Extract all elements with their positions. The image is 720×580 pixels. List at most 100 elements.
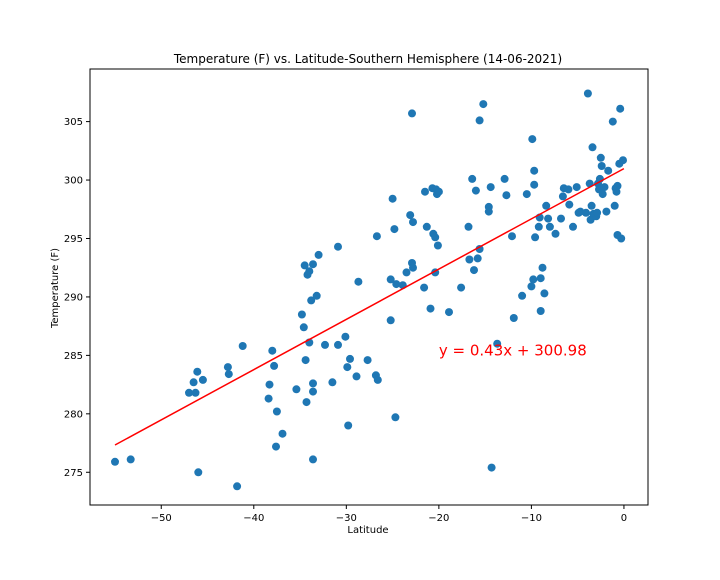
data-point <box>363 356 372 365</box>
data-point <box>582 208 590 217</box>
y-axis-label: Temperature (F) <box>50 248 61 329</box>
y-tick-label: 280 <box>64 409 83 420</box>
x-tick-label: −40 <box>243 513 264 524</box>
data-point <box>434 187 443 196</box>
data-point <box>301 356 310 365</box>
data-point <box>309 387 317 396</box>
data-point <box>597 162 606 170</box>
data-point <box>300 261 309 270</box>
data-point <box>352 372 361 381</box>
data-point <box>473 254 482 263</box>
data-point <box>583 89 592 98</box>
data-point <box>527 282 536 291</box>
data-point <box>558 192 567 201</box>
data-point <box>343 363 352 372</box>
data-point <box>486 183 495 192</box>
data-point <box>233 482 242 491</box>
data-point <box>445 308 453 317</box>
data-point <box>610 201 619 210</box>
data-point <box>185 388 193 397</box>
data-point <box>465 255 474 264</box>
data-point <box>431 233 440 242</box>
data-point <box>314 250 323 259</box>
data-point <box>390 225 399 234</box>
data-point <box>270 361 279 370</box>
chart-title: Temperature (F) vs. Latitude-Southern He… <box>173 52 562 66</box>
data-point <box>596 153 605 162</box>
data-point <box>617 234 626 243</box>
data-point <box>588 143 597 152</box>
x-tick-label: −50 <box>151 513 172 524</box>
x-tick-label: 0 <box>621 513 627 524</box>
data-point <box>272 407 281 416</box>
data-point <box>238 342 247 350</box>
data-point <box>391 413 400 422</box>
data-point <box>409 263 417 272</box>
data-point <box>302 398 311 407</box>
data-point <box>508 232 516 241</box>
data-point <box>386 316 395 325</box>
data-point <box>224 370 233 379</box>
data-point <box>191 388 200 397</box>
y-tick-label: 290 <box>64 292 83 303</box>
data-point <box>126 455 135 464</box>
data-point <box>422 222 431 231</box>
data-point <box>268 346 277 355</box>
regression-line <box>114 167 625 446</box>
data-point <box>557 214 565 223</box>
data-point <box>464 222 473 231</box>
data-point <box>600 183 609 192</box>
data-point <box>334 242 342 251</box>
data-point <box>272 442 280 451</box>
data-point <box>538 263 547 272</box>
data-point <box>528 135 537 144</box>
data-point <box>402 268 411 277</box>
data-point <box>334 340 342 349</box>
data-point <box>305 267 314 276</box>
data-point <box>500 174 509 183</box>
data-point <box>354 277 363 286</box>
y-tick-label: 275 <box>64 468 83 479</box>
data-point <box>564 185 573 194</box>
data-point <box>475 245 484 253</box>
data-point <box>509 314 518 322</box>
x-tick-label: −20 <box>428 513 449 524</box>
data-point <box>198 375 207 384</box>
data-point <box>299 323 308 332</box>
x-axis-label: Latitude <box>347 525 388 536</box>
data-point <box>608 117 617 126</box>
data-point <box>223 363 232 372</box>
data-point <box>536 274 545 283</box>
y-tick-label: 305 <box>64 117 83 128</box>
data-point <box>572 183 581 192</box>
data-point <box>292 385 301 394</box>
data-point <box>111 457 119 466</box>
data-point <box>602 207 611 216</box>
data-point <box>307 296 316 305</box>
data-point <box>475 116 484 125</box>
data-point <box>457 283 466 292</box>
data-point <box>484 207 493 216</box>
data-point <box>193 367 202 376</box>
data-point <box>502 191 511 200</box>
data-point <box>545 222 554 231</box>
data-point <box>392 280 401 289</box>
data-point <box>321 340 329 349</box>
data-point <box>569 222 577 231</box>
data-point <box>372 232 381 241</box>
data-point <box>619 156 627 165</box>
data-point <box>341 332 350 341</box>
data-point <box>468 174 477 183</box>
data-point <box>373 375 382 384</box>
data-point <box>471 186 480 195</box>
data-point <box>309 455 317 464</box>
data-point <box>544 214 553 223</box>
data-point <box>309 379 317 388</box>
data-point <box>565 200 574 209</box>
data-point <box>421 187 429 196</box>
y-tick-label: 285 <box>64 351 83 362</box>
data-point <box>265 380 274 389</box>
data-point <box>598 190 607 199</box>
